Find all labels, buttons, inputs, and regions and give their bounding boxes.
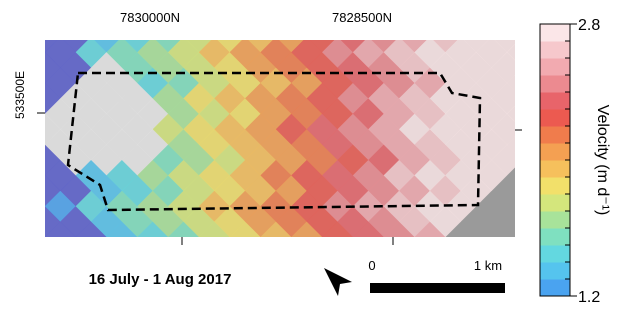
raster-cell	[29, 237, 60, 268]
page: {"map": { "top_labels": ["7830000N", "78…	[0, 0, 627, 304]
raster-cell	[14, 37, 45, 68]
raster-cell	[245, 237, 276, 268]
scale-start-label: 0	[368, 258, 375, 273]
scale-end-label: 1 km	[474, 258, 502, 273]
top-coordinate-label: 7828500N	[332, 10, 392, 25]
map-figure: 7830000N 7828500N 533500E 16 July - 1 Au…	[0, 0, 627, 304]
colorbar-segment	[540, 92, 570, 110]
colorbar-segment	[540, 109, 570, 127]
raster-cell	[199, 6, 230, 37]
colorbar-segment	[540, 24, 570, 42]
scale-bar	[370, 283, 505, 293]
raster-cell	[14, 221, 45, 252]
raster-cell	[122, 237, 153, 268]
colorbar-title: Velocity (m d⁻¹)	[594, 105, 611, 216]
colorbar-segment	[540, 194, 570, 212]
colorbar-segment	[540, 228, 570, 246]
raster-cell	[230, 6, 261, 37]
raster-cell	[14, 129, 45, 160]
raster-cell	[307, 237, 338, 268]
raster-cell	[214, 237, 245, 268]
colorbar-segment	[540, 75, 570, 93]
raster-cell	[260, 6, 291, 37]
raster-cell	[476, 6, 507, 37]
colorbar: 1.2 2.8	[540, 17, 600, 304]
colorbar-segment	[540, 262, 570, 280]
raster-cell	[14, 191, 45, 222]
raster-cell	[45, 6, 76, 37]
raster-cell	[507, 6, 538, 37]
top-coordinate-label: 7830000N	[120, 10, 180, 25]
raster-cell	[183, 237, 214, 268]
colorbar-segment	[540, 177, 570, 195]
left-coordinate-label: 533500E	[13, 71, 27, 119]
colorbar-segment	[540, 211, 570, 229]
raster-cell	[60, 237, 91, 268]
raster-cell	[14, 6, 45, 37]
raster-cell	[337, 237, 368, 268]
north-arrow	[324, 268, 352, 296]
colorbar-segment	[540, 160, 570, 178]
colorbar-segment	[540, 41, 570, 59]
raster-cell	[91, 237, 122, 268]
raster-cell	[414, 6, 445, 37]
colorbar-tick-label: 1.2	[578, 289, 600, 304]
colorbar-segment	[540, 126, 570, 144]
colorbar-segment	[540, 279, 570, 297]
date-label: 16 July - 1 Aug 2017	[89, 271, 232, 288]
raster-cell	[76, 6, 107, 37]
raster-cell	[276, 237, 307, 268]
colorbar-segment	[540, 58, 570, 76]
raster-cell	[291, 6, 322, 37]
raster-cell	[399, 237, 430, 268]
colorbar-segment	[540, 143, 570, 161]
colorbar-tick-label: 2.8	[578, 17, 600, 34]
raster-cell	[14, 160, 45, 191]
raster-cell	[445, 6, 476, 37]
raster-cell	[153, 237, 184, 268]
colorbar-segment	[540, 245, 570, 263]
